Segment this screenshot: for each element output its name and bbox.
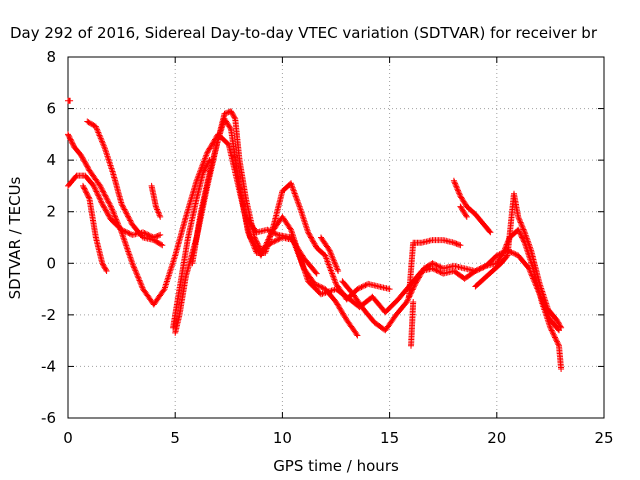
series-track-p bbox=[457, 203, 470, 220]
x-tick-labels: 0 5 10 15 20 25 bbox=[63, 429, 613, 447]
chart-title: Day 292 of 2016, Sidereal Day-to-day VTE… bbox=[10, 24, 598, 42]
y-tick-label: 6 bbox=[46, 100, 56, 118]
series-track-h bbox=[170, 157, 213, 331]
x-tick-label: 0 bbox=[63, 429, 73, 447]
series-track-j bbox=[243, 213, 320, 277]
series-track-k bbox=[318, 234, 342, 274]
series-markers bbox=[457, 203, 470, 220]
y-tick-labels: -6 -4 -2 0 2 4 6 8 bbox=[41, 48, 56, 427]
series-markers bbox=[65, 97, 74, 104]
series-track-c bbox=[65, 172, 164, 241]
y-tick-label: -2 bbox=[41, 306, 56, 324]
series-track-e bbox=[80, 182, 110, 274]
series-markers bbox=[243, 213, 320, 277]
x-tick-label: 5 bbox=[170, 429, 180, 447]
series-markers bbox=[318, 234, 342, 274]
series-track-q bbox=[472, 190, 565, 331]
series-track-n bbox=[408, 299, 417, 349]
x-tick-label: 25 bbox=[594, 429, 613, 447]
series-markers bbox=[84, 118, 166, 249]
series-markers bbox=[405, 237, 464, 300]
series-markers bbox=[189, 115, 393, 303]
y-axis-title: SDTVAR / TECUs bbox=[6, 176, 24, 299]
y-tick-label: -4 bbox=[41, 357, 56, 375]
y-tick-label: 0 bbox=[46, 254, 56, 272]
data-points bbox=[65, 97, 565, 372]
series-track-o bbox=[450, 177, 494, 236]
series-markers bbox=[65, 172, 164, 241]
series-markers bbox=[80, 182, 110, 274]
x-tick-label: 15 bbox=[380, 429, 399, 447]
plot-frame bbox=[67, 56, 605, 419]
series-track-d bbox=[84, 118, 166, 249]
series-markers bbox=[172, 108, 361, 339]
y-tick-label: 4 bbox=[46, 151, 56, 169]
y-tick-label: 8 bbox=[46, 48, 56, 66]
series-track-g bbox=[172, 108, 361, 339]
axis-ticks bbox=[67, 56, 605, 419]
series-track-a bbox=[65, 97, 74, 104]
series-markers bbox=[170, 157, 213, 331]
series-markers bbox=[450, 177, 494, 236]
series-track-m bbox=[405, 237, 464, 300]
x-tick-label: 20 bbox=[487, 429, 506, 447]
x-axis-title: GPS time / hours bbox=[273, 457, 399, 475]
series-markers bbox=[408, 299, 417, 349]
series-markers bbox=[148, 182, 164, 220]
x-tick-label: 10 bbox=[273, 429, 292, 447]
series-track-f bbox=[148, 182, 164, 220]
y-tick-label: 2 bbox=[46, 203, 56, 221]
series-markers bbox=[472, 190, 565, 331]
series-track-i bbox=[189, 115, 393, 303]
y-tick-label: -6 bbox=[41, 409, 56, 427]
